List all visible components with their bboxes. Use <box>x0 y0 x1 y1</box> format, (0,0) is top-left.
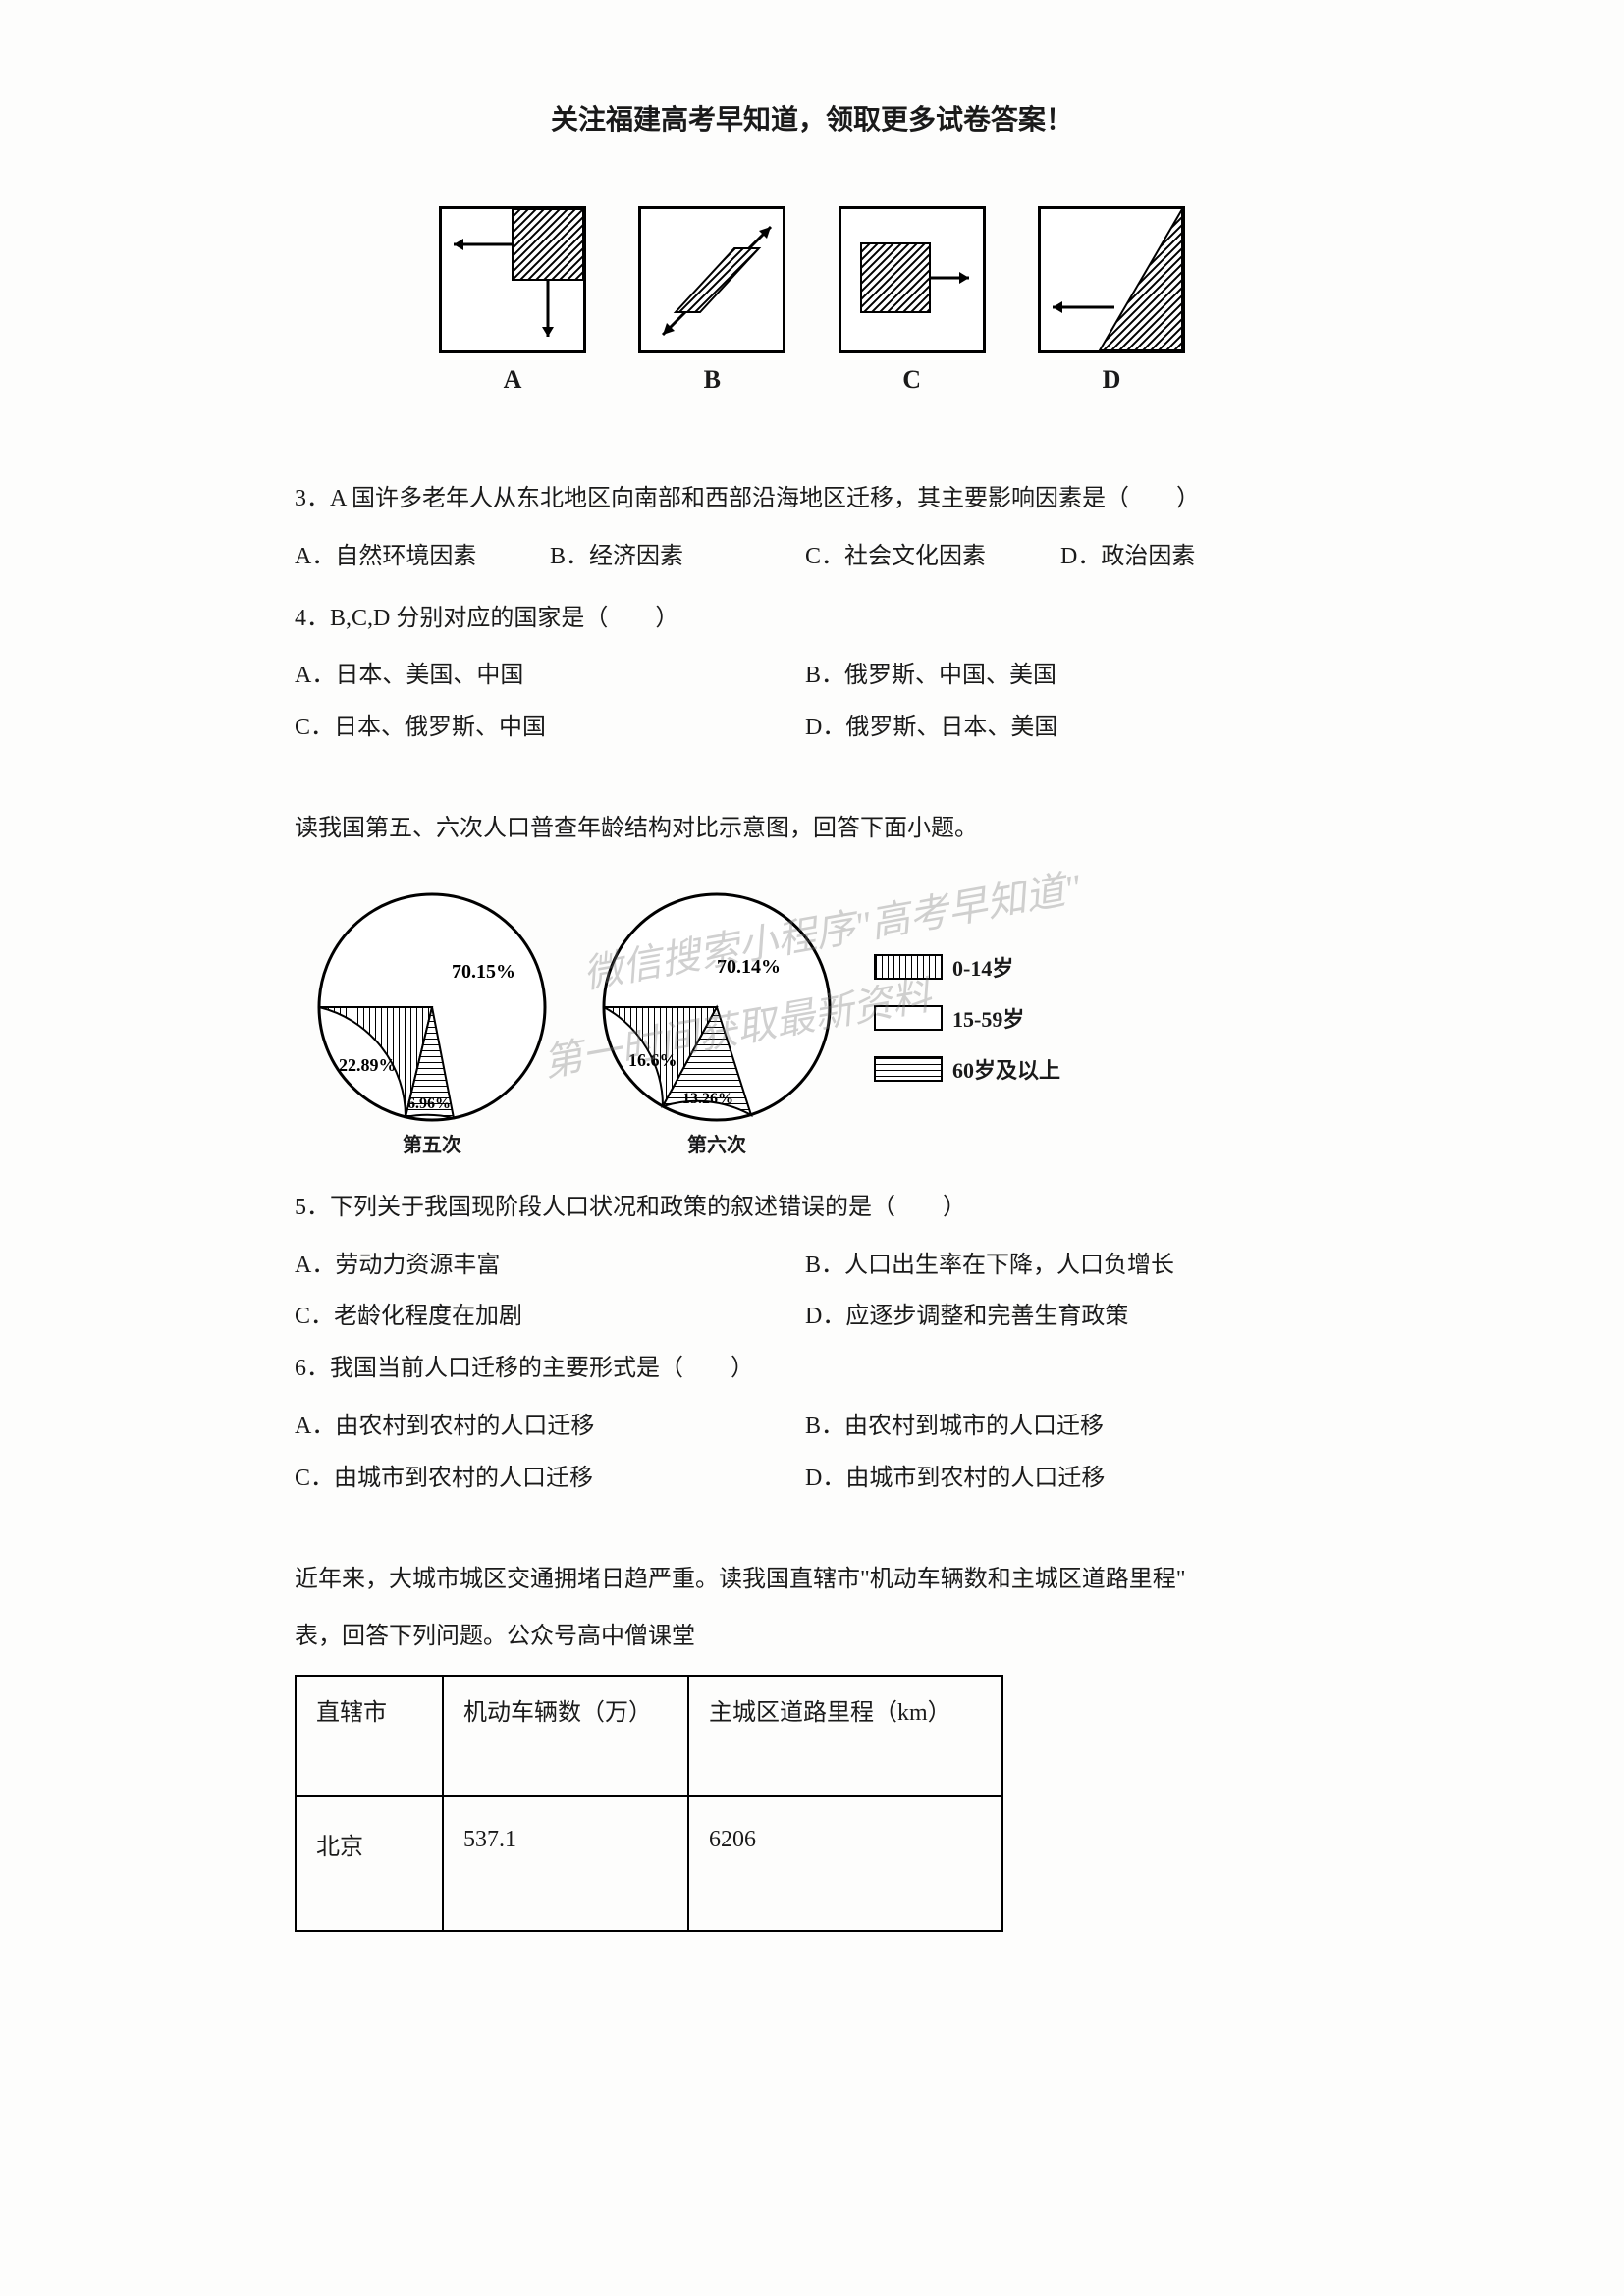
table-cell-0-1: 537.1 <box>443 1796 688 1931</box>
q5-stem: 5．下列关于我国现阶段人口状况和政策的叙述错误的是（ ） <box>295 1182 1329 1234</box>
diagram-a-label: A <box>504 365 522 395</box>
q4-opt-b[interactable]: B．俄罗斯、中国、美国 <box>805 650 1316 702</box>
diagram-c-label: C <box>902 365 921 395</box>
q5-opt-a[interactable]: A．劳动力资源丰富 <box>295 1240 805 1292</box>
pie-5th-svg: 70.15% 22.89% 6.96% <box>304 880 560 1135</box>
q6-opt-a[interactable]: A．由农村到农村的人口迁移 <box>295 1401 805 1453</box>
q3-options: A．自然环境因素 B．经济因素 C．社会文化因素 D．政治因素 <box>295 531 1329 583</box>
pie-6th: 70.14% 16.6% 13.26% 第六次 <box>589 880 844 1157</box>
diagram-row: A B <box>439 206 1185 395</box>
pie-6th-svg: 70.14% 16.6% 13.26% <box>589 880 844 1135</box>
pie6-label-7014: 70.14% <box>717 956 781 978</box>
legend-swatch-horizontal <box>874 1056 943 1082</box>
diagram-b: B <box>638 206 785 395</box>
legend-15-59: 15-59岁 <box>874 1002 1060 1034</box>
legend-swatch-blank <box>874 1005 943 1031</box>
pie-intro: 读我国第五、六次人口普查年龄结构对比示意图，回答下面小题。 <box>295 803 1329 855</box>
table-cell-0-0: 北京 <box>296 1796 443 1931</box>
table-col-2: 主城区道路里程（km） <box>688 1676 1002 1796</box>
q6-opt-c[interactable]: C．由城市到农村的人口迁移 <box>295 1453 805 1505</box>
q4-opt-c[interactable]: C．日本、俄罗斯、中国 <box>295 702 805 754</box>
pie6-label-166: 16.6% <box>628 1050 677 1070</box>
table-cell-0-2: 6206 <box>688 1796 1002 1931</box>
pie6-label-1326: 13.26% <box>682 1091 733 1107</box>
q3-stem: 3．A 国许多老年人从东北地区向南部和西部沿海地区迁移，其主要影响因素是（ ） <box>295 473 1329 525</box>
table-header-row: 直辖市 机动车辆数（万） 主城区道路里程（km） <box>296 1676 1002 1796</box>
table-intro-1: 近年来，大城市城区交通拥堵日趋严重。读我国直辖市"机动车辆数和主城区道路里程" <box>295 1554 1329 1606</box>
diagram-b-svg <box>641 209 783 350</box>
q5-opt-d[interactable]: D．应逐步调整和完善生育政策 <box>805 1291 1316 1343</box>
diagram-d-svg <box>1041 209 1182 350</box>
legend-label-15-59: 15-59岁 <box>952 1002 1024 1034</box>
q5-opt-b[interactable]: B．人口出生率在下降，人口负增长 <box>805 1240 1316 1292</box>
table-intro-2: 表，回答下列问题。公众号高中僧课堂 <box>295 1611 1329 1663</box>
q4-row1: A．日本、美国、中国 B．俄罗斯、中国、美国 <box>295 650 1329 702</box>
q6-opt-d[interactable]: D．由城市到农村的人口迁移 <box>805 1453 1316 1505</box>
q3-opt-b[interactable]: B．经济因素 <box>550 531 805 583</box>
diagram-d-label: D <box>1103 365 1121 395</box>
q6-stem: 6．我国当前人口迁移的主要形式是（ ） <box>295 1343 1329 1395</box>
legend-label-0-14: 0-14岁 <box>952 951 1013 983</box>
q4-opt-d[interactable]: D．俄罗斯、日本、美国 <box>805 702 1316 754</box>
q4-opt-a[interactable]: A．日本、美国、中国 <box>295 650 805 702</box>
diagram-a: A <box>439 206 586 395</box>
legend-60-plus: 60岁及以上 <box>874 1053 1060 1085</box>
pie-5th: 70.15% 22.89% 6.96% 第五次 <box>304 880 560 1157</box>
diagram-c-svg <box>841 209 983 350</box>
q5-opt-c[interactable]: C．老龄化程度在加剧 <box>295 1291 805 1343</box>
table-col-0: 直辖市 <box>296 1676 443 1796</box>
legend-label-60: 60岁及以上 <box>952 1053 1060 1085</box>
q3-opt-a[interactable]: A．自然环境因素 <box>295 531 550 583</box>
pie5-label-2289: 22.89% <box>339 1055 397 1075</box>
q4-row2: C．日本、俄罗斯、中国 D．俄罗斯、日本、美国 <box>295 702 1329 754</box>
pie-container: 70.15% 22.89% 6.96% 第五次 70.14% 16.6% 13.… <box>304 880 1329 1157</box>
q3-opt-c[interactable]: C．社会文化因素 <box>805 531 1060 583</box>
q4-stem: 4．B,C,D 分别对应的国家是（ ） <box>295 593 1329 645</box>
table-col-1: 机动车辆数（万） <box>443 1676 688 1796</box>
pie5-label-7015: 70.15% <box>452 961 515 983</box>
legend-swatch-vertical <box>874 954 943 980</box>
pie-5th-caption: 第五次 <box>403 1129 461 1157</box>
page-header: 关注福建高考早知道，领取更多试卷答案！ <box>295 98 1329 137</box>
vehicle-road-table: 直辖市 机动车辆数（万） 主城区道路里程（km） 北京 537.1 6206 <box>295 1675 1003 1932</box>
table-row: 北京 537.1 6206 <box>296 1796 1002 1931</box>
diagram-c: C <box>839 206 986 395</box>
pie-legend: 0-14岁 15-59岁 60岁及以上 <box>874 951 1060 1085</box>
pie-6th-caption: 第六次 <box>687 1129 746 1157</box>
q6-row2: C．由城市到农村的人口迁移 D．由城市到农村的人口迁移 <box>295 1453 1329 1505</box>
q5-row2: C．老龄化程度在加剧 D．应逐步调整和完善生育政策 <box>295 1291 1329 1343</box>
pie5-label-696: 6.96% <box>407 1095 451 1112</box>
legend-0-14: 0-14岁 <box>874 951 1060 983</box>
q6-row1: A．由农村到农村的人口迁移 B．由农村到城市的人口迁移 <box>295 1401 1329 1453</box>
q5-row1: A．劳动力资源丰富 B．人口出生率在下降，人口负增长 <box>295 1240 1329 1292</box>
q3-opt-d[interactable]: D．政治因素 <box>1060 531 1316 583</box>
diagram-d: D <box>1038 206 1185 395</box>
diagram-b-label: B <box>704 365 721 395</box>
q6-opt-b[interactable]: B．由农村到城市的人口迁移 <box>805 1401 1316 1453</box>
diagram-a-svg <box>442 209 583 350</box>
